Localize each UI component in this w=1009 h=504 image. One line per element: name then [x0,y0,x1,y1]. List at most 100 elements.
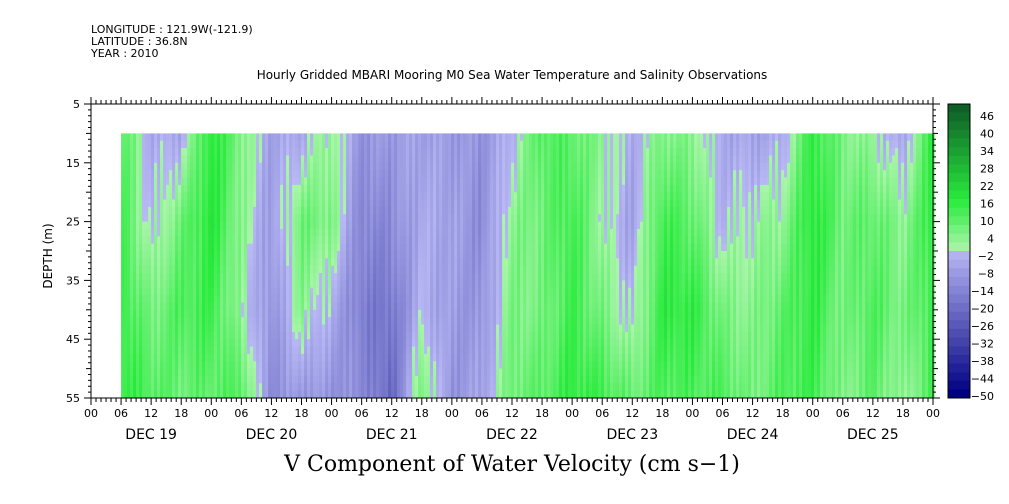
heatmap-cell [469,236,473,245]
heatmap-cell [457,155,461,164]
heatmap-cell [535,170,539,178]
heatmap-cell [262,309,266,318]
heatmap-cell [154,192,158,200]
heatmap-cell [271,324,275,333]
heatmap-cell [220,331,224,340]
heatmap-cell [199,140,203,149]
heatmap-cell [385,375,389,384]
heatmap-cell [334,170,338,178]
heatmap-cell [382,206,386,215]
heatmap-cell [160,243,164,252]
heatmap-cell [319,133,323,142]
heatmap-cell [175,375,179,384]
heatmap-cell [535,287,539,296]
heatmap-cell [148,228,152,237]
heatmap-cell [193,273,197,281]
heatmap-cell [271,317,275,325]
heatmap-cell [256,162,260,171]
heatmap-cell [247,346,251,355]
heatmap-cell [475,302,479,311]
heatmap-cell [454,295,458,303]
heatmap-cell [406,184,410,193]
heatmap-cell [205,302,209,311]
heatmap-cell [130,353,134,362]
heatmap-cell [421,162,425,171]
heatmap-cell [259,199,263,208]
heatmap-cell [415,287,419,296]
heatmap-cell [133,331,137,340]
heatmap-cell [166,140,170,149]
heatmap-cell [484,177,488,186]
heatmap-cell [331,236,335,245]
heatmap-cell [418,243,422,252]
heatmap-cell [421,302,425,311]
heatmap-cell [505,353,509,362]
heatmap-cell [421,324,425,333]
heatmap-cell [322,309,326,318]
heatmap-cell [175,273,179,281]
heatmap-cell [391,287,395,296]
heatmap-cell [505,221,509,230]
heatmap-cell [214,228,218,237]
heatmap-cell [163,192,167,200]
heatmap-cell [220,170,224,178]
heatmap-cell [388,199,392,208]
heatmap-cell [481,346,485,355]
heatmap-cell [247,273,251,281]
heatmap-cell [340,339,344,347]
heatmap-cell [280,214,284,222]
heatmap-cell [259,148,263,156]
heatmap-cell [316,148,320,156]
heatmap-cell [406,148,410,156]
heatmap-cell [382,214,386,222]
heatmap-cell [478,287,482,296]
heatmap-cell [424,368,428,377]
heatmap-cell [268,331,272,340]
heatmap-cell [175,317,179,325]
heatmap-cell [475,353,479,362]
heatmap-cell [529,353,533,362]
heatmap-cell [166,206,170,215]
heatmap-cell [334,309,338,318]
heatmap-cell [136,192,140,200]
heatmap-cell [400,368,404,377]
heatmap-cell [166,258,170,267]
heatmap-cell [235,184,239,193]
heatmap-cell [379,375,383,384]
heatmap-cell [337,309,341,318]
heatmap-cell [442,353,446,362]
heatmap-cell [184,361,188,369]
heatmap-cell [505,192,509,200]
heatmap-cell [256,265,260,274]
heatmap-cell [442,133,446,142]
heatmap-cell [247,353,251,362]
heatmap-cell [214,390,218,399]
heatmap-cell [208,331,212,340]
heatmap-cell [250,383,254,392]
heatmap-cell [412,368,416,377]
heatmap-cell [529,339,533,347]
heatmap-cell [328,317,332,325]
heatmap-cell [139,214,143,222]
heatmap-cell [337,133,341,142]
heatmap-cell [409,243,413,252]
heatmap-cell [358,258,362,267]
heatmap-cell [463,214,467,222]
heatmap-cell [478,324,482,333]
heatmap-cell [400,265,404,274]
heatmap-cell [301,243,305,252]
heatmap-cell [169,162,173,171]
heatmap-cell [319,339,323,347]
heatmap-cell [469,346,473,355]
heatmap-cell [526,258,530,267]
heatmap-cell [460,170,464,178]
heatmap-cell [241,155,245,164]
heatmap-cell [121,383,125,392]
heatmap-cell [532,361,536,369]
heatmap-cell [274,192,278,200]
heatmap-cell [235,353,239,362]
heatmap-cell [427,243,431,252]
heatmap-cell [385,331,389,340]
heatmap-cell [223,199,227,208]
heatmap-cell [163,375,167,384]
